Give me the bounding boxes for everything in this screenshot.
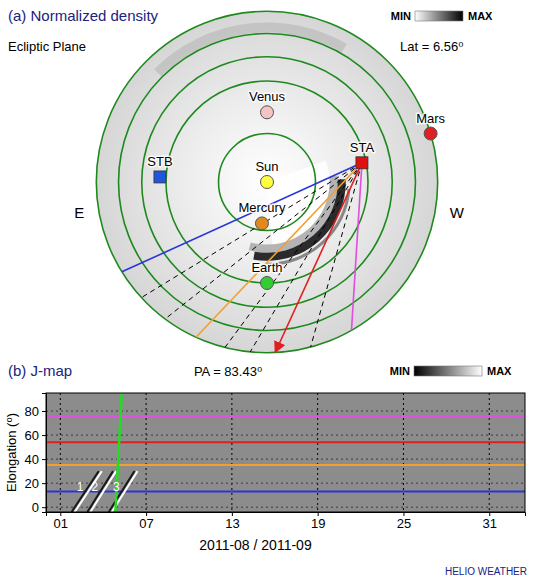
track — [75, 471, 102, 512]
colorbar-a-max: MAX — [468, 10, 493, 22]
grid-x — [60, 393, 61, 512]
x-tick: 01 — [54, 512, 68, 531]
grid-x — [403, 393, 404, 512]
body-label: Sun — [255, 159, 278, 174]
x-axis-line — [47, 513, 526, 517]
orbit-ring — [96, 11, 437, 352]
planet — [261, 106, 274, 119]
west-label: W — [450, 204, 465, 221]
credit: HELIO WEATHER — [445, 566, 527, 577]
track-shadow — [87, 471, 113, 512]
grid-x — [489, 393, 490, 512]
panel-b-subtitle: PA = 83.43⁰ — [194, 364, 262, 379]
green-line — [115, 393, 121, 512]
sight-line — [275, 163, 362, 353]
x-axis: 01 07 13 19 25 31 — [47, 512, 526, 531]
x-tick-label: 31 — [483, 516, 497, 531]
y-tick: 60 — [25, 428, 46, 443]
y-tick-label: 80 — [25, 404, 39, 419]
track-label: 3 — [113, 480, 120, 494]
sight-line-dashed — [225, 163, 362, 348]
x-tick: 13 — [225, 512, 239, 531]
planet — [424, 127, 437, 140]
sight-line-dashed — [141, 163, 362, 298]
y-tick: 0 — [32, 500, 46, 515]
y-tick-mark — [42, 435, 46, 436]
panel-a-title: (a) Normalized density — [8, 7, 159, 24]
y-tick: 20 — [25, 476, 46, 491]
x-axis-title: 2011-08 / 2011-09 — [199, 537, 312, 553]
x-tick: 07 — [139, 512, 153, 531]
colorbar-b-min: MIN — [390, 365, 410, 377]
y-axis-title: Elongation (⁰) — [4, 413, 19, 492]
y-tick-label: 40 — [25, 452, 39, 467]
colorbar-b-bar — [414, 366, 482, 376]
y-tick: 80 — [25, 404, 46, 419]
x-tick-label: 07 — [139, 516, 153, 531]
body-label: Earth — [251, 260, 282, 275]
plane-label: Ecliptic Plane — [8, 39, 86, 54]
grid-y — [46, 411, 525, 412]
y-tick-label: 20 — [25, 476, 39, 491]
sight-line — [196, 163, 362, 337]
track-shadow — [109, 471, 135, 512]
track-label: 1 — [77, 480, 84, 494]
planet — [261, 277, 274, 290]
x-tick: 19 — [311, 512, 325, 531]
body-label: STB — [147, 154, 172, 169]
plot-area — [46, 393, 525, 512]
y-axis-line — [42, 394, 47, 513]
colorbar-b-max: MAX — [487, 365, 512, 377]
orbit-ring — [119, 34, 416, 331]
panel-b-title: (b) J-map — [8, 362, 72, 379]
colorbar-a-bar — [415, 11, 463, 21]
body-label: Mercury — [238, 200, 285, 215]
body-label: STA — [350, 140, 375, 155]
plot-background — [46, 393, 525, 512]
y-tick-mark — [42, 411, 46, 412]
orbit-ring — [219, 134, 316, 231]
grid-y — [46, 435, 525, 436]
latitude-label: Lat = 6.56⁰ — [400, 39, 463, 54]
x-tick: 25 — [397, 512, 411, 531]
sight-line — [122, 163, 362, 272]
sight-line — [351, 163, 361, 331]
x-tick: 31 — [483, 512, 497, 531]
plot-frame — [46, 393, 525, 512]
elongation-line — [46, 416, 525, 418]
x-tick-label: 01 — [54, 516, 68, 531]
panel-a: Sun Venus Mercury Earth Mars STA STB — [96, 11, 445, 352]
spacecraft — [154, 171, 166, 183]
track-label: 2 — [92, 480, 99, 494]
body-label: Mars — [416, 111, 445, 126]
y-axis: 0 20 40 60 80 — [25, 394, 47, 515]
planet — [261, 176, 274, 189]
planet — [255, 217, 268, 230]
y-tick-mark — [42, 483, 46, 484]
east-label: E — [74, 204, 84, 221]
x-tick-label: 13 — [225, 516, 239, 531]
y-tick-label: 0 — [32, 500, 39, 515]
x-tick-label: 25 — [397, 516, 411, 531]
spacecraft — [356, 157, 368, 169]
y-tick-mark — [42, 507, 46, 508]
y-tick-label: 60 — [25, 428, 39, 443]
x-tick-label: 19 — [311, 516, 325, 531]
y-tick-mark — [42, 459, 46, 460]
body-label: Venus — [249, 89, 286, 104]
y-tick: 40 — [25, 452, 46, 467]
density-disk — [96, 11, 437, 352]
colorbar-a-min: MIN — [391, 10, 411, 22]
grid-y — [46, 507, 525, 508]
figure: Sun Venus Mercury Earth Mars STA STB (a) Normal… — [0, 0, 533, 581]
sight-line-dashed — [250, 163, 362, 352]
